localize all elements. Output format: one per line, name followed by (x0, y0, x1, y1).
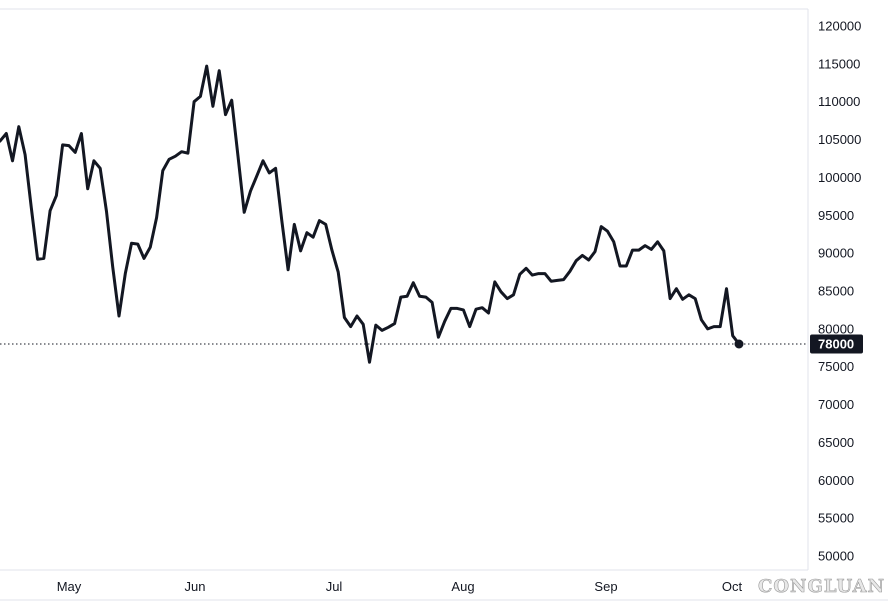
price-tick-label: 55000 (818, 511, 854, 526)
time-tick-label: May (57, 579, 82, 594)
price-tick-label: 60000 (818, 473, 854, 488)
last-price-label-background (810, 334, 863, 354)
time-tick-label: Oct (722, 579, 743, 594)
price-tick-label: 105000 (818, 132, 861, 147)
price-tick-label: 50000 (818, 549, 854, 564)
last-price-label: 78000 (810, 334, 863, 354)
time-axis[interactable]: May Jun Jul Aug Sep Oct (57, 579, 743, 594)
last-price-label-text: 78000 (818, 337, 854, 352)
watermark-logo: CONGLUAN (758, 576, 886, 598)
price-tick-label: 120000 (818, 19, 861, 34)
price-tick-label: 65000 (818, 435, 854, 450)
price-tick-label: 95000 (818, 208, 854, 223)
time-tick-label: Sep (594, 579, 617, 594)
time-tick-label: Aug (451, 579, 474, 594)
price-tick-label: 85000 (818, 284, 854, 299)
price-series-line (0, 64, 741, 364)
price-axis[interactable]: 120000 115000 110000 105000 100000 95000 90000… (818, 19, 861, 564)
price-tick-label: 70000 (818, 397, 854, 412)
last-price-marker (734, 339, 744, 349)
price-tick-label: 80000 (818, 321, 854, 336)
time-tick-label: Jun (185, 579, 206, 594)
price-tick-label: 110000 (818, 94, 860, 109)
price-tick-label: 115000 (818, 56, 860, 71)
price-tick-label: 100000 (818, 170, 861, 185)
price-tick-label: 75000 (818, 359, 854, 374)
price-tick-label: 90000 (818, 246, 854, 261)
time-tick-label: Jul (326, 579, 343, 594)
